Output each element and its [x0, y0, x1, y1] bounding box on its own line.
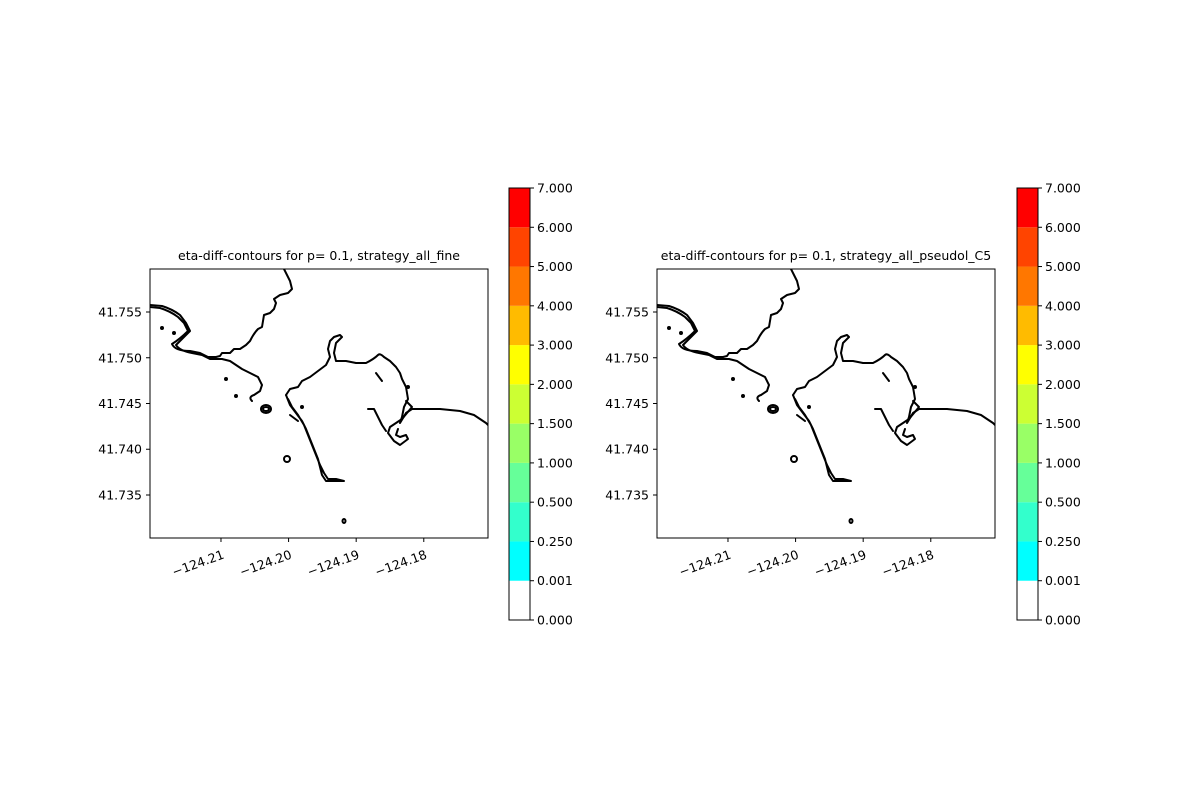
- colorbar-tick-label: 4.000: [537, 298, 573, 313]
- colorbar-tick-label: 0.250: [1045, 534, 1081, 549]
- colorbar-tick-label: 7.000: [537, 181, 573, 196]
- colorbar-segment: [1017, 188, 1038, 228]
- colorbar-tick-label: 1.000: [1045, 455, 1081, 470]
- coastline-contour: [657, 269, 995, 524]
- colorbar-frame: [1016, 187, 1039, 621]
- colorbar-left: 0.000 0.001 0.250 0.500 1.000 1.500 2.000 3.000…: [508, 181, 573, 628]
- colorbar-tick-label: 0.001: [537, 573, 573, 588]
- y-tick-label: 41.750: [605, 350, 649, 365]
- colorbar-tick-label: 4.000: [1045, 298, 1081, 313]
- y-tick-label: 41.735: [98, 487, 142, 502]
- axes-frame: [149, 268, 489, 539]
- colorbar-tick-label: 0.000: [537, 613, 573, 628]
- colorbar-tick-label: 5.000: [537, 259, 573, 274]
- x-tick-label: −124.18: [880, 547, 936, 580]
- x-tick-label: −124.20: [238, 547, 294, 580]
- colorbar-tick-label: 0.000: [1045, 613, 1081, 628]
- colorbar-tick-label: 0.500: [537, 495, 573, 510]
- colorbar-tick-label: 6.000: [537, 220, 573, 235]
- colorbar-tick-label: 2.000: [1045, 377, 1081, 392]
- colorbar-segment: [509, 462, 530, 503]
- y-tick-label: 41.755: [605, 305, 649, 320]
- colorbar-segment: [1017, 541, 1038, 581]
- colorbar-segment: [1017, 580, 1038, 620]
- colorbar-segment: [1017, 266, 1038, 306]
- y-tick-label: 41.750: [98, 350, 142, 365]
- colorbar-segment: [509, 502, 530, 542]
- colorbar-segment: [509, 227, 530, 267]
- axes-frame: [656, 268, 996, 539]
- chart-title: eta-diff-contours for p= 0.1, strategy_a…: [661, 248, 992, 263]
- colorbar-tick-label: 3.000: [537, 338, 573, 353]
- colorbar-segment: [1017, 384, 1038, 424]
- chart-title: eta-diff-contours for p= 0.1, strategy_a…: [178, 248, 460, 263]
- colorbar-tick-label: 6.000: [1045, 220, 1081, 235]
- colorbar-tick-label: 0.001: [1045, 573, 1081, 588]
- colorbar-segment: [509, 580, 530, 620]
- colorbar-segment: [509, 266, 530, 306]
- colorbar-segment: [509, 305, 530, 346]
- colorbar-segment: [1017, 502, 1038, 542]
- y-tick-label: 41.755: [98, 305, 142, 320]
- colorbar-segment: [1017, 227, 1038, 267]
- colorbar-frame: [508, 187, 531, 621]
- colorbar-tick-label: 5.000: [1045, 259, 1081, 274]
- colorbar-tick-label: 1.500: [1045, 416, 1081, 431]
- colorbar-segment: [1017, 305, 1038, 346]
- x-tick-label: −124.19: [812, 547, 868, 580]
- x-tick-label: −124.19: [305, 547, 361, 580]
- y-tick-label: 41.740: [605, 442, 649, 457]
- colorbar-segment: [1017, 462, 1038, 503]
- colorbar-segment: [509, 423, 530, 463]
- y-tick-label: 41.735: [605, 487, 649, 502]
- colorbar-tick-label: 1.000: [537, 455, 573, 470]
- x-tick-label: −124.21: [677, 547, 733, 580]
- colorbar-tick-label: 0.500: [1045, 495, 1081, 510]
- colorbar-tick-label: 2.000: [537, 377, 573, 392]
- y-tick-label: 41.740: [98, 442, 142, 457]
- colorbar-tick-label: 7.000: [1045, 181, 1081, 196]
- x-tick-label: −124.21: [170, 547, 226, 580]
- x-tick-label: −124.20: [745, 547, 801, 580]
- y-tick-label: 41.745: [98, 396, 142, 411]
- colorbar-segment: [509, 345, 530, 385]
- coastline-contour: [150, 269, 488, 524]
- colorbar-segment: [509, 188, 530, 228]
- colorbar-tick-label: 1.500: [537, 416, 573, 431]
- colorbar-segment: [509, 541, 530, 581]
- chart-panel-left: eta-diff-contours for p= 0.1, strategy_a…: [98, 248, 489, 580]
- colorbar-tick-label: 0.250: [537, 534, 573, 549]
- colorbar-segment: [1017, 423, 1038, 463]
- colorbar-right: 0.000 0.001 0.250 0.500 1.000 1.500 2.000 3.000…: [1016, 181, 1081, 628]
- colorbar-segment: [509, 384, 530, 424]
- chart-panel-right: eta-diff-contours for p= 0.1, strategy_a…: [605, 248, 996, 580]
- y-tick-label: 41.745: [605, 396, 649, 411]
- colorbar-segment: [1017, 345, 1038, 385]
- x-tick-label: −124.18: [373, 547, 429, 580]
- colorbar-tick-label: 3.000: [1045, 338, 1081, 353]
